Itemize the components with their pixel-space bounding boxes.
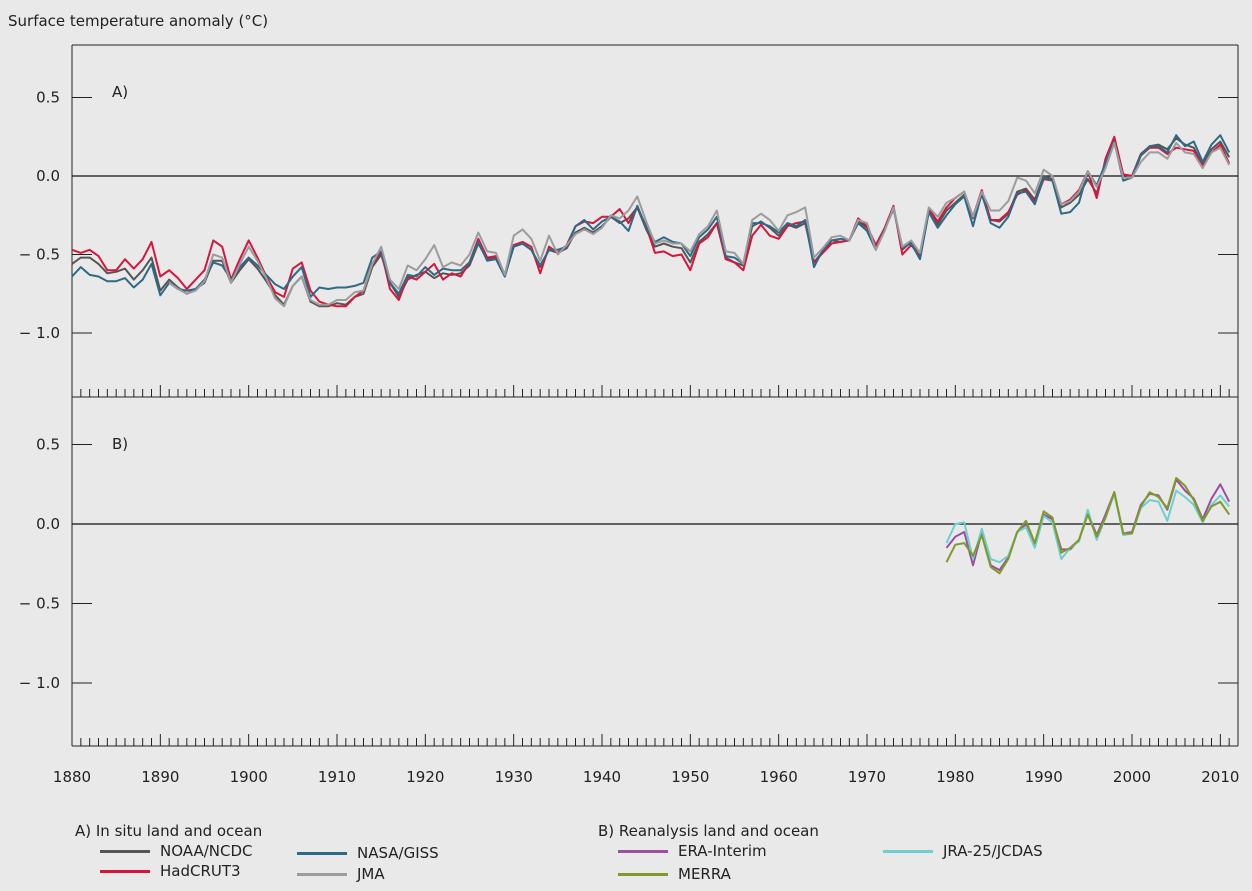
panel-b-ytick-label: − 1.0 bbox=[19, 674, 60, 692]
legend-b: B) Reanalysis land and ocean ERA-Interim… bbox=[598, 822, 1238, 891]
legend-item-noaa: NOAA/NCDC bbox=[100, 842, 252, 860]
panel-a-ytick-label: − 1.0 bbox=[19, 324, 60, 342]
legend-item-era-interim: ERA-Interim bbox=[618, 842, 767, 860]
series-line-hadcrut3 bbox=[71, 135, 1231, 308]
series-line-jma bbox=[168, 142, 1231, 308]
legend-item-jra25: JRA-25/JCDAS bbox=[883, 842, 1043, 860]
legend-item-nasa: NASA/GISS bbox=[297, 844, 439, 862]
series-line-era-interim bbox=[945, 478, 1231, 572]
legend-swatch-jma bbox=[297, 872, 347, 876]
panel-a-ytick-label: 0.0 bbox=[36, 167, 60, 185]
legend-item-hadcrut3: HadCRUT3 bbox=[100, 862, 241, 880]
x-tick-label: 1950 bbox=[671, 768, 709, 786]
legend-item-merra: MERRA bbox=[618, 865, 731, 883]
legend-swatch-hadcrut3 bbox=[100, 869, 150, 873]
x-tick-label: 1930 bbox=[495, 768, 533, 786]
legend-swatch-era-interim bbox=[618, 849, 668, 853]
panel-a-ytick-label: − 0.5 bbox=[19, 246, 60, 264]
legend-a-title: A) In situ land and ocean bbox=[75, 822, 263, 840]
legend-label-merra: MERRA bbox=[678, 865, 731, 883]
series-line-noaa-ncdc bbox=[71, 137, 1231, 308]
legend-item-jma: JMA bbox=[297, 865, 385, 883]
legend-label-hadcrut3: HadCRUT3 bbox=[160, 862, 241, 880]
panel-b-label: B) bbox=[112, 435, 128, 453]
panel-a-ytick-label: 0.5 bbox=[36, 89, 60, 107]
x-tick-label: 1910 bbox=[318, 768, 356, 786]
x-tick-label: 1890 bbox=[141, 768, 179, 786]
x-tick-label: 1960 bbox=[760, 768, 798, 786]
legend-swatch-merra bbox=[618, 872, 668, 876]
panel-a-label: A) bbox=[112, 83, 128, 101]
panel-b-ytick-label: − 0.5 bbox=[19, 595, 60, 613]
legend-label-nasa: NASA/GISS bbox=[357, 844, 439, 862]
x-tick-label: 1880 bbox=[53, 768, 91, 786]
x-tick-label: 1990 bbox=[1025, 768, 1063, 786]
legend-b-title: B) Reanalysis land and ocean bbox=[598, 822, 819, 840]
legend-swatch-noaa bbox=[100, 849, 150, 853]
chart-canvas: 0.5 0.0 − 0.5 − 1.0 A) 0.5 0.0 − 0.5 − 1.0 B) 1880… bbox=[19, 44, 1239, 786]
panel-b-ytick-label: 0.5 bbox=[36, 436, 60, 454]
x-tick-label: 2010 bbox=[1201, 768, 1239, 786]
legend-swatch-nasa bbox=[297, 851, 347, 855]
x-tick-label: 1900 bbox=[230, 768, 268, 786]
x-tick-label: 1920 bbox=[406, 768, 444, 786]
legend-swatch-jra25 bbox=[883, 849, 933, 853]
x-tick-label: 1970 bbox=[848, 768, 886, 786]
series-line-nasa-giss bbox=[71, 134, 1231, 298]
legend-label-jma: JMA bbox=[357, 865, 385, 883]
panel-b-ytick-label: 0.0 bbox=[36, 515, 60, 533]
legend-a: A) In situ land and ocean NOAA/NCDC HadC… bbox=[75, 822, 595, 891]
x-tick-label: 1980 bbox=[936, 768, 974, 786]
legend-label-noaa: NOAA/NCDC bbox=[160, 842, 253, 860]
series-line-jra-25-jcdas bbox=[945, 489, 1230, 564]
x-tick-label: 2000 bbox=[1113, 768, 1151, 786]
legend-label-era-interim: ERA-Interim bbox=[678, 842, 767, 860]
legend-label-jra25: JRA-25/JCDAS bbox=[943, 842, 1043, 860]
y-axis-title: Surface temperature anomaly (°C) bbox=[8, 12, 269, 30]
x-tick-label: 1940 bbox=[583, 768, 621, 786]
series-line-merra bbox=[945, 476, 1231, 575]
